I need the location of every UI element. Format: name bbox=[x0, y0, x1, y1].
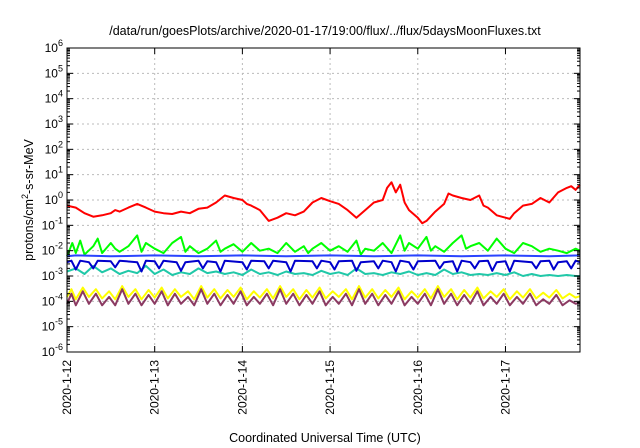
x-axis: 2020-1-12 2020-1-13 2020-1-14 2020-1-15 2020… bbox=[60, 48, 512, 415]
y-tick-label-exponent: -3 bbox=[55, 266, 63, 276]
series-line-1 bbox=[66, 181, 581, 225]
y-tick-label-exponent: -2 bbox=[55, 241, 63, 251]
x-axis-label: Coordinated Universal Time (UTC) bbox=[229, 431, 421, 445]
grid bbox=[67, 48, 580, 352]
series-line-2 bbox=[66, 234, 581, 257]
y-tick-label-base: 10 bbox=[45, 41, 59, 55]
y-tick-label: 100 bbox=[45, 190, 63, 207]
series-line-6 bbox=[66, 285, 581, 301]
x-tick-label: 2020-1-12 bbox=[60, 360, 74, 415]
series-line-5 bbox=[66, 259, 581, 273]
x-tick-label: 2020-1-15 bbox=[323, 360, 337, 415]
y-axis-label: protons/cm2-s-sr-MeV bbox=[20, 138, 36, 260]
y-tick-label-base: 10 bbox=[45, 193, 59, 207]
y-tick-label-base: 10 bbox=[45, 168, 59, 182]
series-line-7 bbox=[66, 288, 581, 307]
y-tick-label-exponent: 4 bbox=[58, 89, 63, 99]
y-tick-label: 102 bbox=[45, 139, 63, 156]
y-tick-label: 10-3 bbox=[42, 266, 63, 283]
y-tick-label-base: 10 bbox=[45, 117, 59, 131]
x-tick-label: 2020-1-16 bbox=[411, 360, 425, 415]
x-tick-label: 2020-1-13 bbox=[148, 360, 162, 415]
y-tick-label: 10-1 bbox=[42, 215, 63, 232]
series-group bbox=[66, 181, 581, 307]
y-tick-label-exponent: -5 bbox=[55, 317, 63, 327]
y-tick-label-exponent: 3 bbox=[58, 114, 63, 124]
y-tick-label-base: 10 bbox=[45, 142, 59, 156]
y-tick-label: 10-5 bbox=[42, 317, 63, 334]
y-tick-label-exponent: -4 bbox=[55, 291, 63, 301]
y-tick-label: 10-4 bbox=[42, 291, 63, 308]
y-tick-label: 101 bbox=[45, 165, 63, 182]
y-tick-label: 104 bbox=[45, 89, 63, 106]
y-tick-label-base: 10 bbox=[42, 269, 56, 283]
y-tick-label-exponent: 5 bbox=[58, 63, 63, 73]
y-tick-label: 10-2 bbox=[42, 241, 63, 258]
y-tick-label-exponent: 0 bbox=[58, 190, 63, 200]
y-tick-label-exponent: 1 bbox=[58, 165, 63, 175]
y-tick-label-base: 10 bbox=[42, 345, 56, 359]
x-tick-label: 2020-1-17 bbox=[498, 360, 512, 415]
y-axis-label-sup: 2 bbox=[20, 194, 30, 199]
series-line-4 bbox=[66, 254, 581, 258]
y-tick-label-base: 10 bbox=[42, 294, 56, 308]
y-tick-label: 106 bbox=[45, 38, 63, 55]
y-tick-label: 10-6 bbox=[42, 342, 63, 359]
y-tick-label-base: 10 bbox=[45, 92, 59, 106]
y-tick-label-exponent: -1 bbox=[55, 215, 63, 225]
y-tick-label-base: 10 bbox=[42, 244, 56, 258]
y-tick-label-exponent: 6 bbox=[58, 38, 63, 48]
y-tick-label: 103 bbox=[45, 114, 63, 131]
series-line-3 bbox=[66, 264, 580, 277]
chart-title: /data/run/goesPlots/archive/2020-01-17/1… bbox=[109, 24, 541, 38]
y-axis-label-base: protons/cm bbox=[22, 199, 36, 261]
x-tick-label: 2020-1-14 bbox=[235, 360, 249, 415]
y-tick-label-exponent: -6 bbox=[55, 342, 63, 352]
y-tick-label: 105 bbox=[45, 63, 63, 80]
y-axis: 10-610-510-410-310-210-11001011021031041… bbox=[42, 38, 580, 359]
y-axis-label-rest: -s-sr-MeV bbox=[22, 138, 36, 194]
y-tick-label-base: 10 bbox=[42, 218, 56, 232]
y-tick-label-exponent: 2 bbox=[58, 139, 63, 149]
y-tick-label-base: 10 bbox=[45, 66, 59, 80]
y-tick-label-base: 10 bbox=[42, 320, 56, 334]
